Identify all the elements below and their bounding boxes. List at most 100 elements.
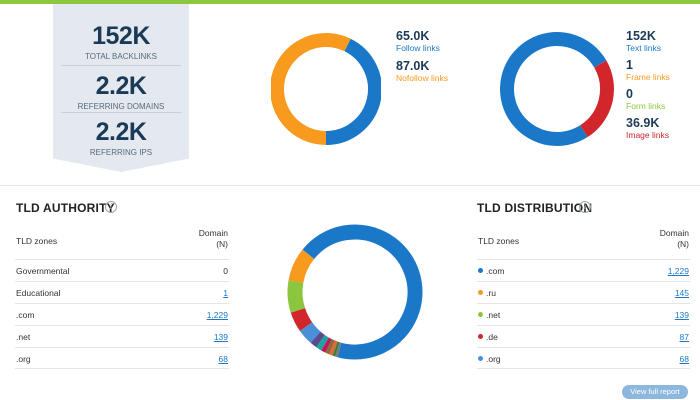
row-value-link[interactable]: 145 <box>674 288 689 298</box>
row-value-link[interactable]: 139 <box>213 332 228 342</box>
tld-slice-5[interactable] <box>310 331 325 348</box>
total-backlinks-label: TOTAL BACKLINKS <box>85 52 157 61</box>
tld-slice-1[interactable] <box>288 249 315 284</box>
nofollow-links-legend[interactable]: 87.0K Nofollow links <box>396 59 448 84</box>
table-row: .org 68 <box>15 347 229 369</box>
follow-links-legend[interactable]: 65.0K Follow links <box>396 29 440 54</box>
table-row: .ru 145 <box>477 281 690 303</box>
row-value-link[interactable]: 1,229 <box>206 310 228 320</box>
tld-zones-header: TLD zones <box>478 236 520 246</box>
image-links-value: 36.9K <box>626 116 660 130</box>
domain-header-line2: (N) <box>216 239 228 249</box>
domain-header-line1: Domain <box>198 228 228 238</box>
row-zone: .com <box>16 310 35 320</box>
table-row: Governmental 0 <box>15 259 229 281</box>
row-zone: .com <box>478 266 504 276</box>
domain-header: Domain (N) <box>199 228 228 250</box>
follow-links-label: Follow links <box>396 43 440 53</box>
tld-authority-title: TLD AUTHORITY <box>16 201 115 215</box>
table-row: .com 1,229 <box>477 259 690 281</box>
follow-slice-1[interactable] <box>271 33 351 145</box>
row-zone: .net <box>16 332 31 342</box>
tld-distribution-donut <box>287 224 423 360</box>
referring-ips-value: 2.2K <box>95 118 147 146</box>
tld-zones-header: TLD zones <box>16 236 58 246</box>
tld-slice-8[interactable] <box>325 339 336 355</box>
tld-slice-7[interactable] <box>321 337 333 353</box>
section-divider <box>0 185 700 186</box>
table-row: .de 87 <box>477 325 690 347</box>
image-links-legend[interactable]: 36.9K Image links <box>626 116 669 141</box>
tld-distribution-table: TLD zones Domain (N) .com 1,229 .ru 145 … <box>477 228 690 378</box>
row-zone-label: .de <box>486 332 498 342</box>
tld-slice-2[interactable] <box>287 280 306 313</box>
link-types-donut <box>500 32 614 146</box>
row-zone: Governmental <box>16 266 70 276</box>
com-dot-icon <box>478 268 483 274</box>
row-zone: .net <box>478 310 500 320</box>
row-value-link[interactable]: 1 <box>223 288 228 298</box>
tld-slice-9[interactable] <box>329 340 338 356</box>
referring-domains-stat[interactable]: 2.2K REFERRING DOMAINS <box>53 72 189 111</box>
referring-domains-value: 2.2K <box>95 72 147 100</box>
row-value-link[interactable]: 87 <box>679 332 689 342</box>
total-backlinks-stat[interactable]: 152K TOTAL BACKLINKS <box>53 22 189 61</box>
tld-slice-6[interactable] <box>316 334 329 351</box>
frame-links-legend[interactable]: 1 Frame links <box>626 58 670 83</box>
net-dot-icon <box>478 312 483 318</box>
row-value-link[interactable]: 139 <box>674 310 689 320</box>
form-links-value: 0 <box>626 87 633 101</box>
tld-slice-3[interactable] <box>290 307 313 332</box>
top-accent-bar <box>0 0 700 4</box>
summary-ribbon: 152K TOTAL BACKLINKS 2.2K REFERRING DOMA… <box>53 4 189 172</box>
table-row: .org 68 <box>477 347 690 369</box>
form-links-label: Form links <box>626 101 666 111</box>
info-icon[interactable]: i <box>105 201 117 213</box>
row-zone: .ru <box>478 288 496 298</box>
row-zone-label: .net <box>486 310 501 320</box>
follow-slice-0[interactable] <box>325 38 381 145</box>
table-row: Educational 1 <box>15 281 229 303</box>
frame-links-label: Frame links <box>626 72 670 82</box>
de-dot-icon <box>478 334 483 340</box>
domain-header-line2: (N) <box>677 239 689 249</box>
image-links-label: Image links <box>626 130 669 140</box>
type-slice-0[interactable] <box>500 32 607 146</box>
nofollow-links-value: 87.0K <box>396 59 430 73</box>
row-zone-label: .com <box>486 266 505 276</box>
tld-slice-4[interactable] <box>299 322 321 343</box>
tld-slice-10[interactable] <box>332 341 340 357</box>
row-zone: .org <box>16 354 31 364</box>
domain-header-line1: Domain <box>659 228 689 238</box>
row-value-link[interactable]: 68 <box>218 354 228 364</box>
table-row: .net 139 <box>477 303 690 325</box>
row-zone-label: .ru <box>486 288 496 298</box>
row-value-link[interactable]: 1,229 <box>667 266 689 276</box>
referring-domains-label: REFERRING DOMAINS <box>77 102 165 111</box>
row-zone: Educational <box>16 288 61 298</box>
tld-slice-0[interactable] <box>302 224 423 360</box>
follow-links-value: 65.0K <box>396 29 430 43</box>
row-zone: .org <box>478 354 501 364</box>
referring-ips-stat[interactable]: 2.2K REFERRING IPS <box>53 118 189 157</box>
table-row: .net 139 <box>15 325 229 347</box>
text-links-label: Text links <box>626 43 661 53</box>
form-links-legend[interactable]: 0 Form links <box>626 87 665 112</box>
divider <box>61 65 181 66</box>
domain-header: Domain (N) <box>660 228 689 250</box>
ru-dot-icon <box>478 290 483 296</box>
type-slice-3[interactable] <box>579 60 614 138</box>
referring-ips-label: REFERRING IPS <box>89 148 153 157</box>
view-full-report-button[interactable]: View full report <box>622 385 688 399</box>
divider <box>61 112 181 113</box>
row-value: 0 <box>223 266 228 276</box>
info-icon[interactable]: i <box>579 201 591 213</box>
row-value-link[interactable]: 68 <box>679 354 689 364</box>
follow-links-donut <box>271 33 381 145</box>
tld-slice-11[interactable] <box>335 342 342 358</box>
text-links-legend[interactable]: 152K Text links <box>626 29 661 54</box>
org-dot-icon <box>478 356 483 362</box>
total-backlinks-value: 152K <box>92 22 150 50</box>
tld-distribution-title: TLD DISTRIBUTION <box>477 201 593 215</box>
table-row: .com 1,229 <box>15 303 229 325</box>
